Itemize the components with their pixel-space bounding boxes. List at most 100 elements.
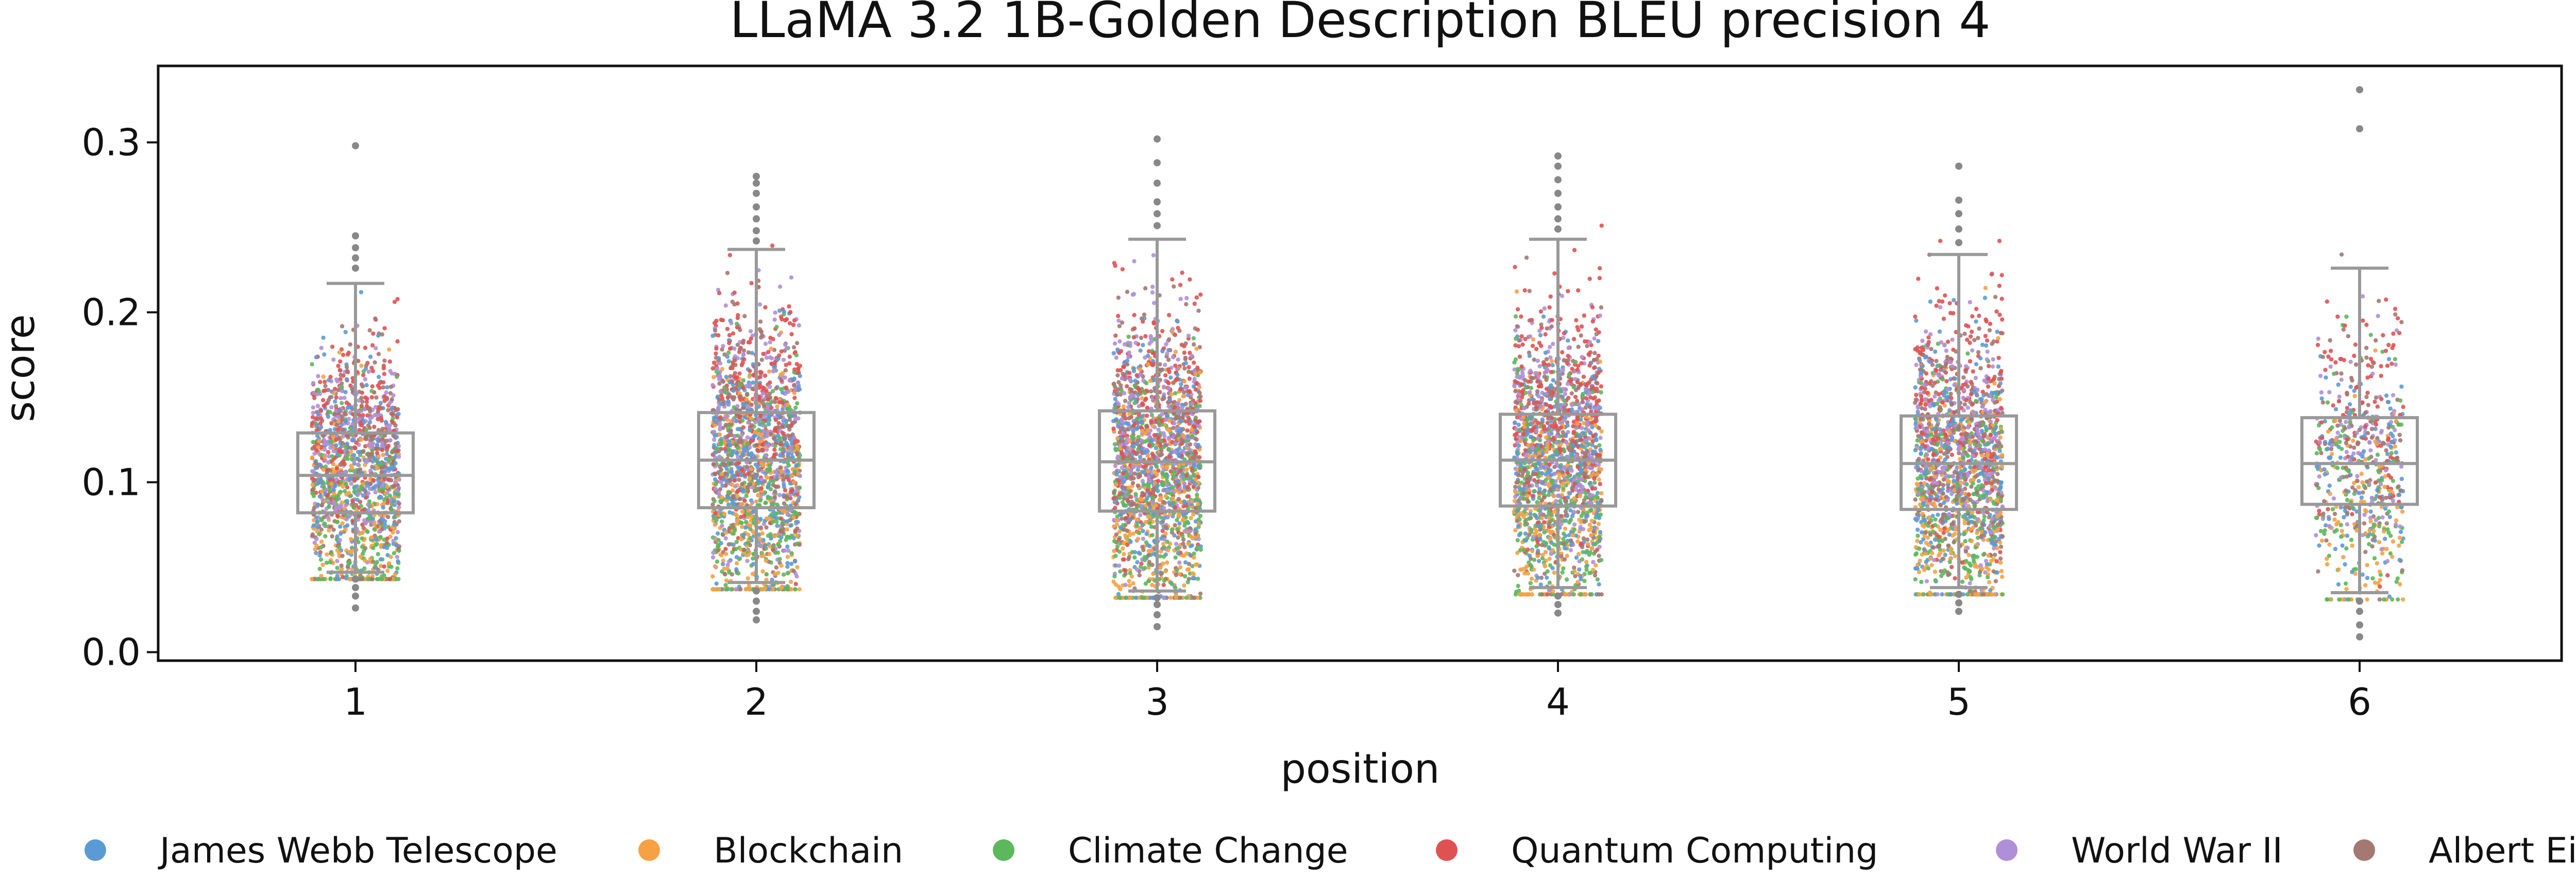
strip-point bbox=[784, 440, 789, 445]
strip-point bbox=[1128, 539, 1133, 544]
strip-point bbox=[779, 535, 784, 540]
strip-point bbox=[330, 534, 334, 539]
strip-point bbox=[758, 544, 763, 548]
strip-point bbox=[1121, 404, 1126, 409]
strip-point bbox=[1123, 595, 1128, 600]
strip-point bbox=[319, 346, 324, 350]
strip-point bbox=[378, 494, 382, 499]
strip-point bbox=[344, 517, 349, 522]
strip-point bbox=[733, 527, 737, 532]
strip-point bbox=[745, 392, 750, 397]
strip-point bbox=[797, 495, 802, 499]
strip-point bbox=[736, 571, 741, 576]
strip-point bbox=[767, 369, 772, 374]
strip-point bbox=[732, 346, 737, 351]
strip-point bbox=[375, 560, 379, 564]
strip-point bbox=[776, 421, 781, 425]
strip-point bbox=[1127, 579, 1131, 583]
strip-point bbox=[1133, 397, 1138, 402]
strip-point bbox=[1196, 442, 1200, 447]
strip-point bbox=[1172, 284, 1176, 289]
strip-point bbox=[359, 504, 364, 509]
strip-point bbox=[789, 551, 794, 556]
strip-point bbox=[315, 577, 320, 581]
strip-point bbox=[758, 439, 762, 444]
strip-point bbox=[318, 545, 324, 550]
strip-point bbox=[1167, 454, 1172, 459]
strip-point bbox=[393, 572, 397, 577]
strip-point bbox=[786, 452, 790, 457]
strip-point bbox=[337, 368, 342, 372]
strip-point bbox=[326, 398, 331, 403]
strip-point bbox=[395, 555, 400, 559]
strip-point bbox=[753, 430, 758, 435]
strip-point bbox=[393, 480, 398, 485]
strip-point bbox=[326, 515, 331, 520]
strip-point bbox=[741, 353, 746, 357]
strip-point bbox=[713, 477, 718, 482]
strip-point bbox=[743, 520, 749, 524]
strip-point bbox=[729, 321, 734, 325]
strip-point bbox=[716, 531, 720, 536]
strip-point bbox=[726, 359, 732, 364]
strip-point bbox=[380, 489, 385, 494]
strip-point bbox=[745, 485, 750, 490]
strip-point bbox=[745, 576, 750, 581]
strip-point bbox=[1173, 391, 1178, 395]
strip-point bbox=[762, 373, 768, 378]
strip-point bbox=[758, 335, 764, 340]
strip-point bbox=[785, 571, 790, 576]
strip-point bbox=[727, 570, 732, 575]
strip-point bbox=[765, 430, 770, 435]
strip-point bbox=[340, 385, 344, 389]
strip-point bbox=[319, 425, 324, 429]
strip-point bbox=[717, 454, 722, 459]
strip-point bbox=[780, 521, 785, 525]
strip-point bbox=[363, 407, 367, 411]
strip-point bbox=[1170, 277, 1175, 282]
strip-point bbox=[310, 482, 315, 487]
strip-point bbox=[329, 421, 334, 426]
strip-point bbox=[1190, 543, 1194, 548]
strip-point bbox=[1121, 371, 1125, 376]
strip-point bbox=[722, 462, 727, 467]
strip-point bbox=[340, 521, 345, 526]
strip-point bbox=[1146, 579, 1151, 583]
strip-point bbox=[385, 536, 389, 541]
strip-point bbox=[1126, 355, 1131, 359]
strip-point bbox=[1136, 483, 1140, 488]
strip-point bbox=[726, 399, 731, 404]
strip-point bbox=[359, 485, 364, 490]
strip-point bbox=[395, 488, 400, 493]
strip-point bbox=[352, 445, 357, 450]
strip-point bbox=[719, 317, 723, 322]
strip-point bbox=[1145, 438, 1150, 443]
strip-point bbox=[364, 383, 369, 388]
strip-point bbox=[1185, 428, 1190, 433]
strip-point bbox=[767, 587, 771, 592]
strip-point bbox=[769, 536, 773, 541]
strip-point bbox=[321, 335, 326, 340]
strip-point bbox=[764, 572, 769, 577]
strip-point bbox=[782, 482, 786, 487]
strip-point bbox=[783, 342, 788, 347]
strip-point bbox=[766, 397, 770, 402]
strip-point bbox=[733, 512, 738, 517]
strip-point bbox=[732, 395, 737, 400]
strip-point bbox=[397, 519, 401, 524]
strip-point bbox=[793, 559, 798, 564]
strip-point bbox=[725, 413, 730, 419]
strip-point bbox=[1167, 428, 1172, 433]
strip-point bbox=[1136, 517, 1141, 522]
strip-point bbox=[762, 415, 767, 419]
strip-point bbox=[1134, 567, 1140, 572]
strip-point bbox=[326, 480, 330, 486]
strip-point bbox=[316, 439, 321, 443]
strip-point bbox=[1186, 333, 1191, 338]
strip-point bbox=[768, 385, 772, 389]
strip-point bbox=[754, 474, 759, 479]
strip-point bbox=[784, 494, 789, 499]
strip-point bbox=[789, 438, 793, 443]
strip-point bbox=[725, 495, 730, 500]
